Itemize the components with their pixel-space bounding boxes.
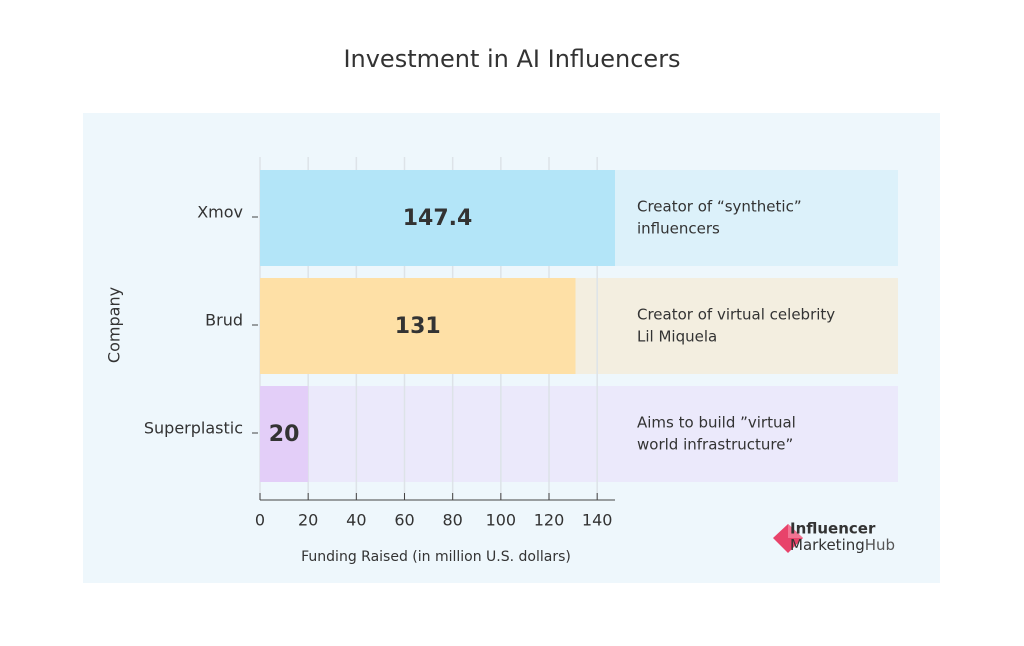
- logo-text: Hub: [865, 536, 895, 554]
- x-tick-label: 40: [346, 511, 366, 530]
- annotation: Creator of “synthetic”: [637, 198, 802, 216]
- x-tick-label: 100: [486, 511, 517, 530]
- logo: Influencer MarketingHub: [773, 520, 895, 554]
- bar: [260, 278, 576, 374]
- value-label: 20: [269, 422, 300, 447]
- logo-text: Marketing: [790, 536, 865, 554]
- bar: [260, 386, 309, 482]
- bar: [260, 170, 615, 266]
- annotation: world infrastructure”: [637, 436, 793, 454]
- value-label: 147.4: [403, 206, 473, 231]
- annotation: Lil Miquela: [637, 328, 717, 346]
- chart-title: Investment in AI Influencers: [343, 45, 680, 73]
- x-tick-label: 20: [298, 511, 318, 530]
- x-tick-label: 0: [255, 511, 265, 530]
- y-axis-label: Company: [105, 287, 124, 363]
- annotation: Creator of virtual celebrity: [637, 306, 835, 324]
- annotation: influencers: [637, 220, 720, 238]
- x-axis-label: Funding Raised (in million U.S. dollars): [301, 549, 571, 565]
- x-tick-label: 60: [394, 511, 414, 530]
- row-background: [260, 386, 898, 482]
- logo-text: MarketingHub: [790, 536, 895, 554]
- logo-text: Influencer: [790, 520, 876, 538]
- y-tick-label: Superplastic: [144, 419, 243, 438]
- logo-icon: [788, 524, 803, 538]
- value-label: 131: [395, 314, 441, 339]
- x-tick-label: 80: [442, 511, 462, 530]
- y-tick-label: Xmov: [197, 203, 243, 222]
- x-tick-label: 120: [534, 511, 565, 530]
- annotation: Aims to build ”virtual: [637, 414, 796, 432]
- y-tick-label: Brud: [205, 311, 243, 330]
- x-tick-label: 140: [582, 511, 613, 530]
